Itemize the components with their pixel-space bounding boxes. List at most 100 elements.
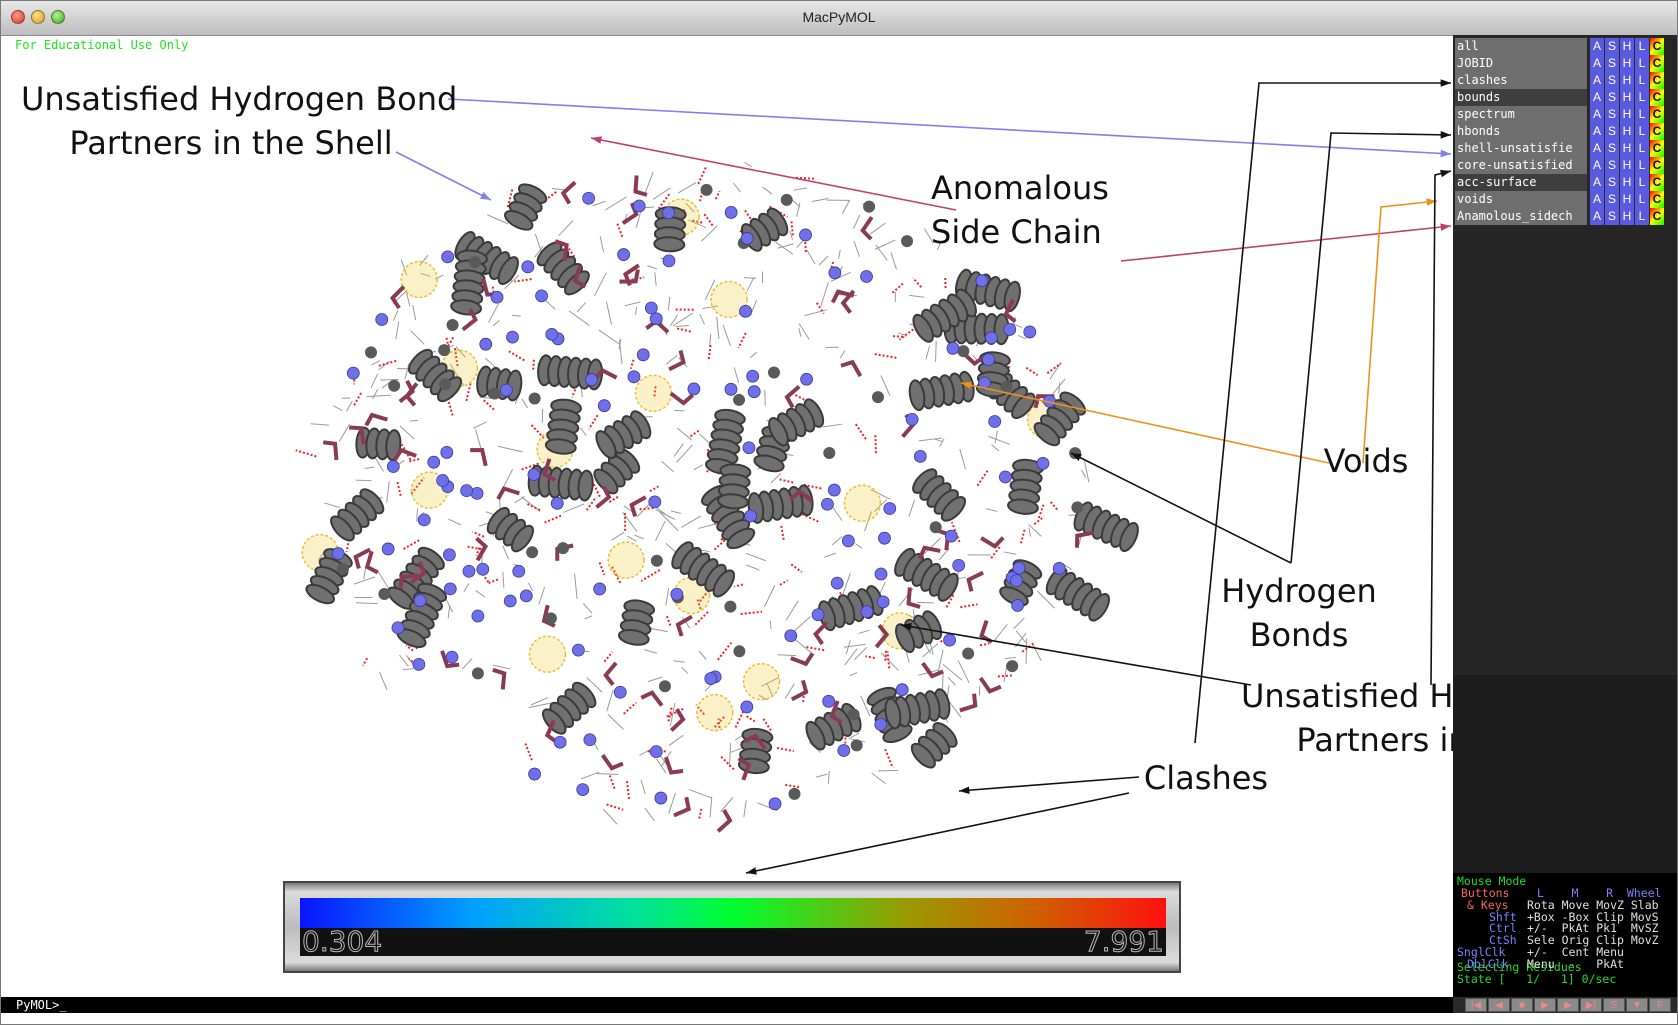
object-a-button[interactable]: A — [1589, 140, 1604, 157]
playback-button-0[interactable]: |◀ — [1465, 998, 1487, 1012]
zoom-button[interactable] — [51, 10, 65, 24]
object-row-voids[interactable]: voids A S H L C — [1455, 191, 1675, 208]
object-a-button[interactable]: A — [1589, 38, 1604, 55]
atom-bond-line — [338, 423, 350, 443]
object-c-button[interactable]: C — [1649, 140, 1664, 157]
object-s-button[interactable]: S — [1604, 55, 1619, 72]
command-line[interactable]: PyMOL>_ — [1, 997, 1453, 1013]
object-s-button[interactable]: S — [1604, 174, 1619, 191]
object-l-button[interactable]: L — [1634, 106, 1649, 123]
object-s-button[interactable]: S — [1604, 38, 1619, 55]
object-name[interactable]: acc-surface — [1455, 174, 1587, 191]
anomalous-side-chain — [675, 614, 693, 637]
object-l-button[interactable]: L — [1634, 123, 1649, 140]
object-a-button[interactable]: A — [1589, 174, 1604, 191]
object-a-button[interactable]: A — [1589, 55, 1604, 72]
playback-button-5[interactable]: ▶| — [1580, 998, 1602, 1012]
object-c-button[interactable]: C — [1649, 38, 1664, 55]
hydrogen-bond — [779, 478, 796, 485]
object-row-spectrum[interactable]: spectrum A S H L C — [1455, 106, 1675, 123]
object-a-button[interactable]: A — [1589, 89, 1604, 106]
playback-button-4[interactable]: ▶ — [1557, 998, 1579, 1012]
object-l-button[interactable]: L — [1634, 140, 1649, 157]
minimize-button[interactable] — [31, 10, 45, 24]
object-row-clashes[interactable]: clashes A S H L C — [1455, 72, 1675, 89]
object-h-button[interactable]: H — [1619, 157, 1634, 174]
object-s-button[interactable]: S — [1604, 89, 1619, 106]
object-name[interactable]: voids — [1455, 191, 1587, 208]
object-h-button[interactable]: H — [1619, 123, 1634, 140]
object-c-button[interactable]: C — [1649, 191, 1664, 208]
object-c-button[interactable]: C — [1649, 106, 1664, 123]
object-l-button[interactable]: L — [1634, 208, 1649, 225]
object-l-button[interactable]: L — [1634, 55, 1649, 72]
object-a-button[interactable]: A — [1589, 208, 1604, 225]
object-row-hbonds[interactable]: hbonds A S H L C — [1455, 123, 1675, 140]
object-c-button[interactable]: C — [1649, 157, 1664, 174]
hydrogen-bond — [376, 359, 397, 368]
object-c-button[interactable]: C — [1649, 174, 1664, 191]
object-row-acc-surface[interactable]: acc-surface A S H L C — [1455, 174, 1675, 191]
object-l-button[interactable]: L — [1634, 191, 1649, 208]
object-name[interactable]: core-unsatisfied — [1455, 157, 1587, 174]
object-c-button[interactable]: C — [1649, 55, 1664, 72]
playback-button-2[interactable]: ■ — [1511, 998, 1533, 1012]
atom-bond-line — [677, 182, 697, 194]
object-name[interactable]: spectrum — [1455, 106, 1587, 123]
playback-button-8[interactable]: F — [1649, 998, 1671, 1012]
object-name[interactable]: shell-unsatisfie — [1455, 140, 1587, 157]
object-c-button[interactable]: C — [1649, 89, 1664, 106]
playback-button-7[interactable]: ▼ — [1626, 998, 1648, 1012]
object-h-button[interactable]: H — [1619, 89, 1634, 106]
object-row-jobid[interactable]: JOBID A S H L C — [1455, 55, 1675, 72]
object-c-button[interactable]: C — [1649, 72, 1664, 89]
object-s-button[interactable]: S — [1604, 140, 1619, 157]
object-a-button[interactable]: A — [1589, 157, 1604, 174]
object-c-button[interactable]: C — [1649, 208, 1664, 225]
object-a-button[interactable]: A — [1589, 191, 1604, 208]
clash-sphere — [438, 344, 451, 357]
object-row-core-unsatisfied[interactable]: core-unsatisfied A S H L C — [1455, 157, 1675, 174]
object-a-button[interactable]: A — [1589, 123, 1604, 140]
molecule-viewport[interactable] — [1, 35, 1453, 997]
object-l-button[interactable]: L — [1634, 89, 1649, 106]
playback-button-3[interactable]: ▶ — [1534, 998, 1556, 1012]
atom-bond-line — [584, 615, 593, 620]
object-h-button[interactable]: H — [1619, 55, 1634, 72]
object-h-button[interactable]: H — [1619, 106, 1634, 123]
object-l-button[interactable]: L — [1634, 72, 1649, 89]
object-row-bounds[interactable]: bounds A S H L C — [1455, 89, 1675, 106]
object-a-button[interactable]: A — [1589, 106, 1604, 123]
object-s-button[interactable]: S — [1604, 106, 1619, 123]
object-h-button[interactable]: H — [1619, 191, 1634, 208]
close-button[interactable] — [11, 10, 25, 24]
object-h-button[interactable]: H — [1619, 174, 1634, 191]
object-h-button[interactable]: H — [1619, 72, 1634, 89]
object-h-button[interactable]: H — [1619, 140, 1634, 157]
object-c-button[interactable]: C — [1649, 123, 1664, 140]
object-l-button[interactable]: L — [1634, 174, 1649, 191]
object-s-button[interactable]: S — [1604, 72, 1619, 89]
object-s-button[interactable]: S — [1604, 123, 1619, 140]
object-a-button[interactable]: A — [1589, 72, 1604, 89]
object-l-button[interactable]: L — [1634, 157, 1649, 174]
selecting-mode[interactable]: Selecting Residues — [1457, 960, 1582, 974]
object-l-button[interactable]: L — [1634, 38, 1649, 55]
object-name[interactable]: bounds — [1455, 89, 1587, 106]
object-s-button[interactable]: S — [1604, 157, 1619, 174]
object-s-button[interactable]: S — [1604, 208, 1619, 225]
atom-bond-line — [853, 241, 860, 257]
object-name[interactable]: JOBID — [1455, 55, 1587, 72]
object-row-shell-unsatisfie[interactable]: shell-unsatisfie A S H L C — [1455, 140, 1675, 157]
object-s-button[interactable]: S — [1604, 191, 1619, 208]
object-name[interactable]: all — [1455, 38, 1587, 55]
object-name[interactable]: hbonds — [1455, 123, 1587, 140]
object-row-anamolous-sidech[interactable]: Anamolous_sidech A S H L C — [1455, 208, 1675, 225]
object-h-button[interactable]: H — [1619, 38, 1634, 55]
object-row-all[interactable]: all A S H L C — [1455, 38, 1675, 55]
object-name[interactable]: Anamolous_sidech — [1455, 208, 1587, 225]
playback-button-1[interactable]: ◀ — [1488, 998, 1510, 1012]
object-h-button[interactable]: H — [1619, 208, 1634, 225]
playback-button-6[interactable]: S — [1603, 998, 1625, 1012]
object-name[interactable]: clashes — [1455, 72, 1587, 89]
